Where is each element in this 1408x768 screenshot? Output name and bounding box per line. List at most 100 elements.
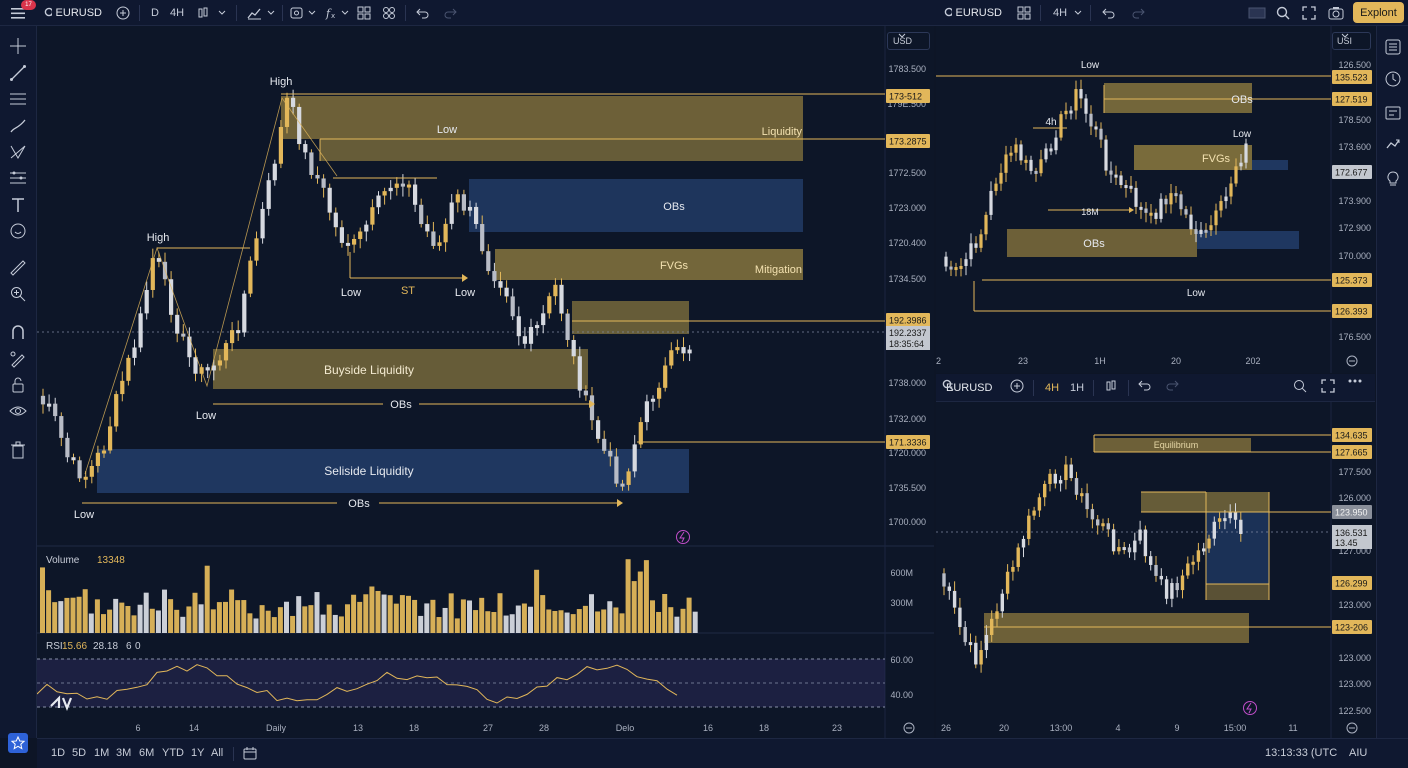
- lock-icon[interactable]: [7, 374, 29, 396]
- undo-icon[interactable]: [1101, 4, 1117, 22]
- price-tick-label: 1738.000: [888, 378, 926, 388]
- main-chart-pane[interactable]: High High Low Low ST Low Low Low Liquidity OBs FVG…: [37, 26, 934, 738]
- candle: [984, 634, 989, 651]
- undo-icon[interactable]: [1138, 379, 1154, 397]
- volume-bar: [259, 605, 265, 633]
- menu-icon[interactable]: [8, 4, 28, 22]
- top-right-chart[interactable]: Low OBs 4h Low FVGs 18M OBs Low 126.500 178.500 17…: [936, 26, 1375, 373]
- volume-bar: [64, 597, 70, 633]
- interval-4h-button[interactable]: 4H: [1044, 382, 1060, 394]
- candle-style-icon[interactable]: [1105, 379, 1119, 397]
- chevron-down-icon[interactable]: [217, 4, 227, 22]
- candle-style-icon[interactable]: [196, 4, 210, 22]
- symbol-search[interactable]: EURUSD: [44, 4, 102, 22]
- notification-badge: 17: [21, 0, 36, 10]
- clock-readout[interactable]: 13:13:33 (UTC: [1265, 747, 1338, 759]
- rsi-axis-label: 60.00: [890, 655, 913, 665]
- crosshair-icon[interactable]: [7, 35, 29, 57]
- templates-icon[interactable]: [381, 4, 397, 22]
- bottom-right-chart-pane[interactable]: EURUSD 4H 1H Equilibriu: [936, 374, 1375, 738]
- currency-select[interactable]: USI: [1332, 32, 1371, 50]
- interval-4h-button[interactable]: 4H: [169, 7, 185, 19]
- horizontal-lines-icon[interactable]: [7, 88, 29, 110]
- brush-icon[interactable]: [7, 115, 29, 137]
- undo-icon[interactable]: [415, 4, 431, 22]
- symbol-search[interactable]: EURUSD: [942, 379, 1002, 397]
- layout-toggle-icon[interactable]: [1247, 4, 1267, 22]
- chevron-down-icon[interactable]: [1073, 4, 1083, 22]
- candle: [1144, 208, 1148, 213]
- volume-bar: [241, 600, 247, 633]
- candle: [1214, 210, 1218, 226]
- right-symbol-search[interactable]: EURUSD: [944, 4, 1002, 22]
- range-1y-button[interactable]: 1Y: [191, 747, 205, 759]
- watchlist-icon[interactable]: [1382, 36, 1404, 58]
- range-all-button[interactable]: All: [211, 747, 224, 759]
- idea-icon[interactable]: [1382, 168, 1404, 190]
- candle: [211, 365, 216, 371]
- layout-grid-icon[interactable]: [1016, 4, 1032, 22]
- interval-1h-button[interactable]: 1H: [1069, 382, 1085, 394]
- stay-drawing-icon[interactable]: [7, 348, 29, 370]
- compare-add-icon[interactable]: [115, 4, 131, 22]
- redo-icon[interactable]: [1130, 4, 1146, 22]
- candle: [959, 265, 963, 269]
- search-icon[interactable]: [1274, 4, 1292, 22]
- ruler-icon[interactable]: [7, 257, 29, 279]
- zoom-icon[interactable]: [1293, 379, 1311, 397]
- candle: [1032, 510, 1036, 516]
- candle: [1234, 166, 1238, 184]
- adjustment-toggle[interactable]: AIU: [1349, 747, 1368, 759]
- candle: [1233, 512, 1238, 520]
- candle: [1164, 579, 1169, 599]
- range-6m-button[interactable]: 6M: [139, 747, 155, 759]
- interval-d-button[interactable]: D: [151, 7, 159, 19]
- compare-add-icon[interactable]: [1010, 379, 1026, 397]
- alert-icon[interactable]: [288, 4, 306, 22]
- magnet-icon[interactable]: [7, 321, 29, 343]
- top-right-chart-pane[interactable]: Low OBs 4h Low FVGs 18M OBs Low 126.500 178.500 17…: [936, 26, 1375, 373]
- hotlist-icon[interactable]: [1382, 134, 1404, 156]
- bottom-right-chart[interactable]: Equilibrium 177.500 126.000 127.000 123.000 1…: [936, 402, 1375, 738]
- news-icon[interactable]: [1382, 102, 1404, 124]
- range-ytd-button[interactable]: YTD: [162, 747, 184, 759]
- redo-icon[interactable]: [1165, 379, 1181, 397]
- fullscreen-icon[interactable]: [1321, 379, 1339, 397]
- range-5d-button[interactable]: 5D: [72, 747, 87, 759]
- more-icon[interactable]: [1348, 379, 1366, 397]
- eye-icon[interactable]: [7, 400, 29, 422]
- fullscreen-icon[interactable]: [1300, 4, 1318, 22]
- layout-grid-icon[interactable]: [356, 4, 372, 22]
- text-icon[interactable]: [7, 194, 29, 216]
- zoom-icon[interactable]: [7, 283, 29, 305]
- camera-icon[interactable]: [1326, 4, 1346, 22]
- chevron-down-icon[interactable]: [307, 4, 317, 22]
- redo-icon[interactable]: [442, 4, 458, 22]
- trash-icon[interactable]: [7, 439, 29, 461]
- star-icon[interactable]: [8, 733, 28, 753]
- candle: [547, 296, 552, 314]
- main-chart[interactable]: High High Low Low ST Low Low Low Liquidity OBs FVG…: [37, 26, 934, 738]
- trend-line-icon[interactable]: [7, 62, 29, 84]
- candle: [1223, 518, 1227, 522]
- emoji-icon[interactable]: [7, 220, 29, 242]
- range-1m-button[interactable]: 1M: [94, 747, 110, 759]
- chevron-down-icon[interactable]: [340, 4, 350, 22]
- swing-line: [84, 97, 338, 475]
- range-3m-button[interactable]: 3M: [116, 747, 132, 759]
- fib-icon[interactable]: [7, 167, 29, 189]
- calendar-icon[interactable]: [243, 746, 257, 763]
- volume-bar: [491, 612, 497, 633]
- chevron-down-icon[interactable]: [266, 4, 276, 22]
- indicators-icon[interactable]: [246, 4, 262, 22]
- right-interval-button[interactable]: 4H: [1052, 7, 1068, 19]
- price-tick-label: 1732.000: [888, 414, 926, 424]
- range-1d-button[interactable]: 1D: [51, 747, 66, 759]
- pattern-icon[interactable]: [7, 141, 29, 163]
- currency-select[interactable]: USD: [887, 32, 930, 50]
- clock-icon[interactable]: [1382, 68, 1404, 90]
- volume-bar: [540, 595, 546, 633]
- volume-bar: [619, 613, 625, 633]
- explore-button[interactable]: Explont: [1353, 2, 1404, 23]
